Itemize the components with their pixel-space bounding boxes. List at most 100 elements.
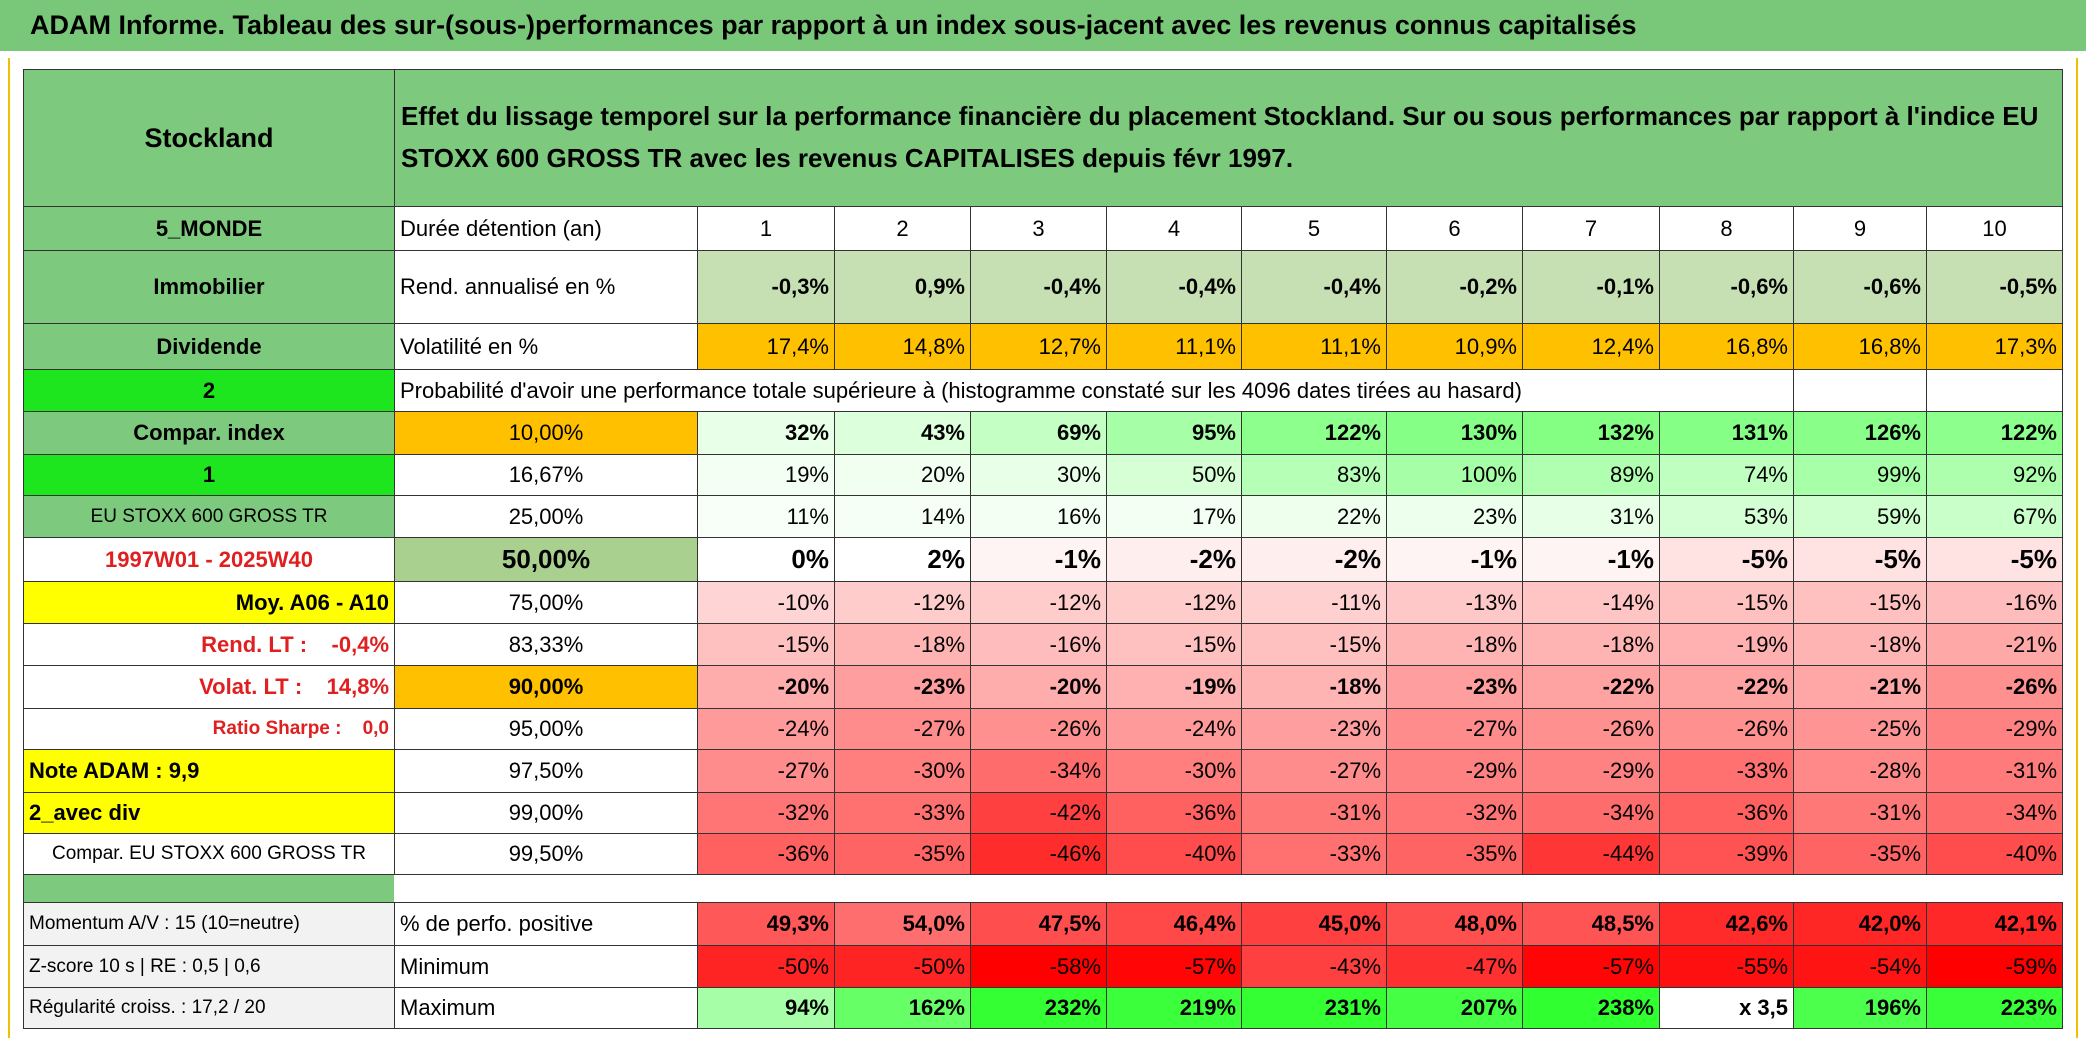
value-cell: -35% bbox=[1793, 833, 1927, 875]
value-cell: -27% bbox=[697, 749, 835, 793]
value-cell: -27% bbox=[1241, 749, 1387, 793]
value-cell: -28% bbox=[1793, 749, 1927, 793]
value-cell: 45,0% bbox=[1241, 902, 1387, 946]
value-cell: 53% bbox=[1659, 495, 1794, 538]
row-label: Volat. LT : 14,8% bbox=[23, 665, 395, 709]
value-cell: -30% bbox=[1106, 749, 1242, 793]
value-cell: -54% bbox=[1793, 945, 1927, 988]
value-cell: -23% bbox=[834, 665, 971, 709]
value-cell: 43% bbox=[834, 411, 971, 455]
value-cell: 11% bbox=[697, 495, 835, 538]
value-cell: -27% bbox=[834, 708, 971, 750]
value-cell: 12,7% bbox=[970, 323, 1107, 370]
value-cell: 48,0% bbox=[1386, 902, 1523, 946]
value-cell: 1 bbox=[697, 206, 835, 251]
value-cell: -5% bbox=[1793, 537, 1927, 582]
value-cell: -13% bbox=[1386, 581, 1523, 624]
value-cell: -2% bbox=[1106, 537, 1242, 582]
value-cell: 17,3% bbox=[1926, 323, 2063, 370]
value-cell: -15% bbox=[1793, 581, 1927, 624]
value-cell: -1% bbox=[1522, 537, 1660, 582]
value-cell: -16% bbox=[1926, 581, 2063, 624]
value-cell: 99% bbox=[1793, 454, 1927, 496]
value-cell: 2% bbox=[834, 537, 971, 582]
row-label: Note ADAM : 9,9 bbox=[23, 749, 395, 793]
row-label: 5_MONDE bbox=[23, 206, 395, 251]
row-name: Durée détention (an) bbox=[394, 206, 698, 251]
value-cell: -59% bbox=[1926, 945, 2063, 988]
value-cell: 207% bbox=[1386, 987, 1523, 1029]
value-cell: -11% bbox=[1241, 581, 1387, 624]
value-cell: 69% bbox=[970, 411, 1107, 455]
value-cell: -34% bbox=[1926, 792, 2063, 834]
value-cell: -21% bbox=[1793, 665, 1927, 709]
value-cell: -12% bbox=[970, 581, 1107, 624]
value-cell: -12% bbox=[1106, 581, 1242, 624]
value-cell: 162% bbox=[834, 987, 971, 1029]
value-cell: -1% bbox=[1386, 537, 1523, 582]
value-cell: 122% bbox=[1926, 411, 2063, 455]
value-cell: -23% bbox=[1386, 665, 1523, 709]
value-cell: -29% bbox=[1926, 708, 2063, 750]
value-cell: -15% bbox=[1659, 581, 1794, 624]
value-cell: -10% bbox=[697, 581, 835, 624]
row-name: 10,00% bbox=[394, 411, 698, 455]
value-cell: -39% bbox=[1659, 833, 1794, 875]
value-cell: -26% bbox=[970, 708, 1107, 750]
value-cell: -34% bbox=[970, 749, 1107, 793]
row-name: 99,00% bbox=[394, 792, 698, 834]
value-cell: -35% bbox=[834, 833, 971, 875]
value-cell: -36% bbox=[1106, 792, 1242, 834]
value-cell: -19% bbox=[1106, 665, 1242, 709]
row-name: Volatilité en % bbox=[394, 323, 698, 370]
value-cell: 7 bbox=[1522, 206, 1660, 251]
value-cell: 5 bbox=[1241, 206, 1387, 251]
value-cell: -50% bbox=[697, 945, 835, 988]
value-cell: -12% bbox=[834, 581, 971, 624]
value-cell: -33% bbox=[834, 792, 971, 834]
value-cell: 20% bbox=[834, 454, 971, 496]
value-cell: 238% bbox=[1522, 987, 1660, 1029]
row-label: Momentum A/V : 15 (10=neutre) bbox=[23, 902, 395, 946]
value-cell: 16,8% bbox=[1659, 323, 1794, 370]
value-cell: 16% bbox=[970, 495, 1107, 538]
value-cell: 92% bbox=[1926, 454, 2063, 496]
row-name: 75,00% bbox=[394, 581, 698, 624]
row-label: Régularité croiss. : 17,2 / 20 bbox=[23, 987, 395, 1029]
row-name: 25,00% bbox=[394, 495, 698, 538]
value-cell: -20% bbox=[697, 665, 835, 709]
row-label: Compar. EU STOXX 600 GROSS TR bbox=[23, 833, 395, 875]
value-cell: -18% bbox=[1793, 623, 1927, 666]
value-cell: 100% bbox=[1386, 454, 1523, 496]
value-cell: 126% bbox=[1793, 411, 1927, 455]
value-cell: -0,1% bbox=[1522, 250, 1660, 324]
value-cell: -57% bbox=[1522, 945, 1660, 988]
value-cell: -36% bbox=[697, 833, 835, 875]
value-cell: 223% bbox=[1926, 987, 2063, 1029]
row-label: Z-score 10 s | RE : 0,5 | 0,6 bbox=[23, 945, 395, 988]
value-cell: 9 bbox=[1793, 206, 1927, 251]
value-cell: -26% bbox=[1522, 708, 1660, 750]
value-cell: 196% bbox=[1793, 987, 1927, 1029]
value-cell: -26% bbox=[1659, 708, 1794, 750]
value-cell: 22% bbox=[1241, 495, 1387, 538]
value-cell: 10,9% bbox=[1386, 323, 1523, 370]
value-cell: -25% bbox=[1793, 708, 1927, 750]
value-cell: -0,3% bbox=[697, 250, 835, 324]
value-cell: -30% bbox=[834, 749, 971, 793]
value-cell: 94% bbox=[697, 987, 835, 1029]
value-cell: 31% bbox=[1522, 495, 1660, 538]
value-cell: -22% bbox=[1522, 665, 1660, 709]
value-cell: 16,8% bbox=[1793, 323, 1927, 370]
value-cell: 219% bbox=[1106, 987, 1242, 1029]
row-label: Immobilier bbox=[23, 250, 395, 324]
value-cell: 8 bbox=[1659, 206, 1794, 251]
value-cell: -0,4% bbox=[1241, 250, 1387, 324]
value-cell: 49,3% bbox=[697, 902, 835, 946]
value-cell: -24% bbox=[697, 708, 835, 750]
row-label: 2_avec div bbox=[23, 792, 395, 834]
value-cell: -15% bbox=[1241, 623, 1387, 666]
value-cell: -29% bbox=[1386, 749, 1523, 793]
value-cell: -20% bbox=[970, 665, 1107, 709]
